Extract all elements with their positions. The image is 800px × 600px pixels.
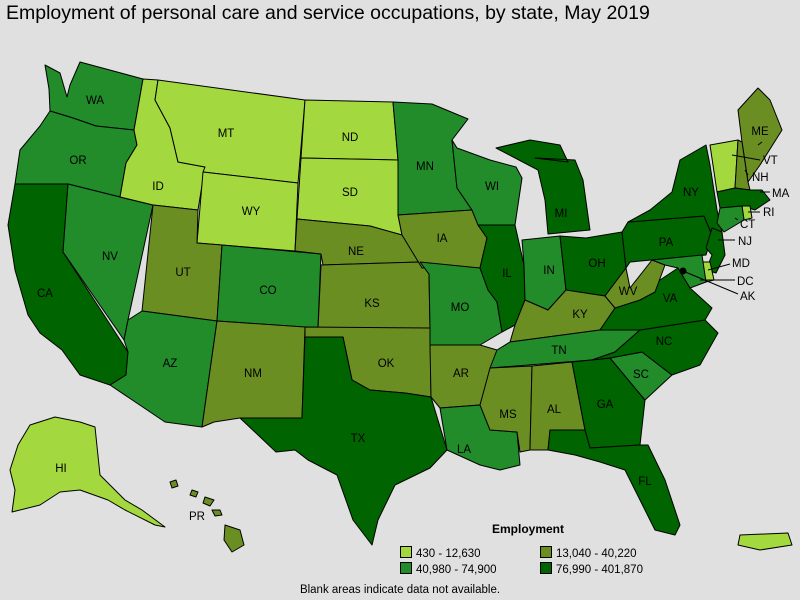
label-IA: IA xyxy=(437,233,448,245)
label-OK: OK xyxy=(378,358,395,370)
label-OR: OR xyxy=(69,155,86,167)
label-IN: IN xyxy=(543,265,555,277)
legend-title: Employment xyxy=(492,522,565,536)
legend-swatch-4 xyxy=(540,562,552,574)
state-HI[interactable] xyxy=(169,479,245,553)
legend-label-2: 13,040 - 40,220 xyxy=(556,548,637,560)
label-TX: TX xyxy=(351,433,366,445)
legend-swatch-2 xyxy=(540,546,552,558)
legend-label-4: 76,990 - 401,870 xyxy=(556,564,643,576)
label-LA: LA xyxy=(457,444,471,456)
label-KY: KY xyxy=(572,309,588,321)
legend-label-3: 40,980 - 74,900 xyxy=(416,564,497,576)
label-ND: ND xyxy=(342,132,359,144)
label-MI: MI xyxy=(555,208,568,220)
state-FL[interactable] xyxy=(547,429,681,536)
legend-item-2: 13,040 - 40,220 xyxy=(540,546,637,560)
label-MO: MO xyxy=(451,302,470,314)
label-DC: AK xyxy=(740,291,756,303)
label-WI: WI xyxy=(485,181,499,193)
footnote: Blank areas indicate data not available. xyxy=(299,584,501,596)
label-NY: NY xyxy=(683,187,699,199)
label-AL: AL xyxy=(547,404,562,416)
label-ID: ID xyxy=(152,181,164,193)
legend-item-1: 430 - 12,630 xyxy=(400,546,481,560)
legend-item-4: 76,990 - 401,870 xyxy=(540,562,643,576)
label-IL: IL xyxy=(502,268,512,280)
state-KS[interactable] xyxy=(317,261,431,329)
label-CA: CA xyxy=(37,288,53,300)
state-MD[interactable] xyxy=(651,254,707,289)
state-MI[interactable] xyxy=(495,139,591,235)
label-CO: CO xyxy=(259,285,276,297)
leader-lines xyxy=(682,141,770,295)
state-AK[interactable] xyxy=(9,416,166,528)
label-MS: MS xyxy=(499,409,517,421)
label-MA: MA xyxy=(772,188,790,200)
label-HI: PR xyxy=(189,511,205,523)
legend: Employment 430 - 12,630 13,040 - 40,220 … xyxy=(400,520,730,580)
legend-item-3: 40,980 - 74,900 xyxy=(400,562,497,576)
label-MT: MT xyxy=(218,128,235,140)
legend-swatch-3 xyxy=(400,562,412,574)
state-CT[interactable] xyxy=(716,205,745,233)
label-NJ: NJ xyxy=(738,236,752,248)
state-ND[interactable] xyxy=(300,99,399,161)
label-PA: PA xyxy=(659,237,674,249)
label-KS: KS xyxy=(364,298,380,310)
state-PR[interactable] xyxy=(737,532,793,551)
state-TX[interactable] xyxy=(239,336,448,546)
label-NV: NV xyxy=(102,251,118,263)
label-FL: FL xyxy=(638,476,652,488)
label-VA: VA xyxy=(663,293,678,305)
label-DE: MD xyxy=(732,258,750,270)
label-NH: NH xyxy=(752,172,769,184)
label-AK: HI xyxy=(55,463,67,475)
label-RI: RI xyxy=(763,207,775,219)
state-IL[interactable] xyxy=(477,224,526,333)
label-NE: NE xyxy=(348,246,364,258)
state-NH[interactable] xyxy=(734,139,751,191)
label-AR: AR xyxy=(453,368,469,380)
state-VT[interactable] xyxy=(709,139,739,193)
label-UT: UT xyxy=(175,267,190,279)
legend-swatch-1 xyxy=(400,546,412,558)
label-ME: ME xyxy=(751,126,769,138)
label-GA: GA xyxy=(597,399,614,411)
label-NM: NM xyxy=(244,368,262,380)
map-title: Employment of personal care and service … xyxy=(6,2,650,24)
label-NC: NC xyxy=(656,336,673,348)
label-AZ: AZ xyxy=(163,358,178,370)
state-NY[interactable] xyxy=(627,144,723,236)
label-TN: TN xyxy=(551,345,566,357)
label-SD: SD xyxy=(342,187,358,199)
label-WA: WA xyxy=(86,95,104,107)
label-WV: WV xyxy=(619,286,638,298)
label-VT: VT xyxy=(763,155,778,167)
label-SC: SC xyxy=(633,369,649,381)
label-CT: CT xyxy=(740,219,755,231)
label-MD: DC xyxy=(737,276,754,288)
label-OH: OH xyxy=(588,258,605,270)
legend-label-1: 430 - 12,630 xyxy=(416,548,481,560)
label-MN: MN xyxy=(416,161,434,173)
state-NC[interactable] xyxy=(591,319,719,376)
label-WY: WY xyxy=(242,206,261,218)
